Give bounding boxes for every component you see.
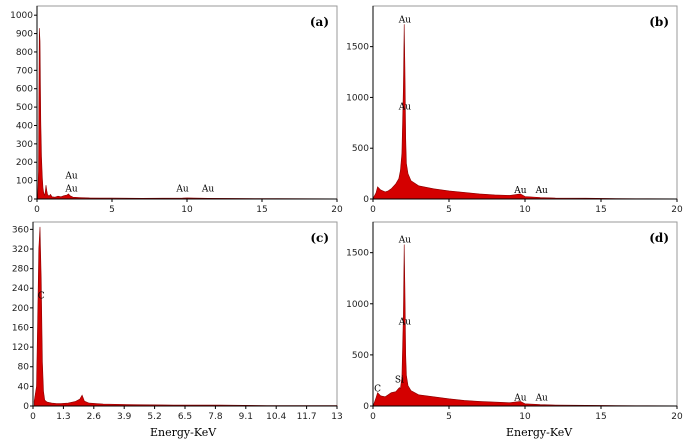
spectrum-chart-d: 0 5 10 15 20 0 500 1000 1500 Au Au C Si Au Au (d) — [346, 221, 683, 422]
x-tick-label: 6.5 — [178, 412, 192, 422]
peak-label: Au — [398, 103, 411, 113]
peak-label: Au — [513, 186, 526, 196]
x-tick-label: 10 — [519, 205, 531, 215]
y-tick-label: 1000 — [10, 11, 33, 21]
plot-frame — [32, 221, 338, 407]
spectrum-area — [37, 28, 338, 200]
y-tick-label: 0 — [363, 402, 369, 412]
x-tick-label: 15 — [595, 412, 606, 422]
y-tick-label: 320 — [12, 245, 29, 255]
y-tick-label: 80 — [18, 363, 30, 373]
y-tick-label: 0 — [23, 402, 29, 412]
spectrum-chart-b: 0 5 10 15 20 0 500 1000 1500 Au Au Au Au (b) — [346, 5, 683, 215]
y-tick-label: 800 — [16, 48, 33, 58]
y-tick-label: 100 — [16, 177, 33, 187]
peak-label: Au — [398, 317, 411, 327]
x-tick-label: 10 — [181, 205, 193, 215]
peak-label: C — [38, 292, 45, 302]
x-tick-label: 5.2 — [147, 412, 161, 422]
panel-tag: (d) — [649, 231, 669, 245]
peak-label: Au — [201, 184, 214, 194]
x-tick-label: 10 — [519, 412, 531, 422]
spectrum-panel-d: 0 5 10 15 20 0 500 1000 1500 Au Au C Si Au Au (d) Energ… — [340, 218, 685, 443]
spectrum-area — [373, 24, 678, 200]
y-tick-label: 700 — [16, 66, 33, 76]
peak-label: Au — [398, 15, 411, 25]
plot-frame — [36, 5, 338, 200]
x-tick-label: 15 — [595, 205, 606, 215]
x-axis-label-c: Energy-KeV — [150, 426, 217, 439]
x-tick-label: 11.7 — [297, 412, 317, 422]
y-tick-label: 200 — [12, 304, 29, 314]
x-tick-label: 20 — [331, 205, 343, 215]
plot-frame — [372, 221, 678, 407]
spectrum-area — [33, 226, 338, 407]
y-tick-label: 240 — [12, 284, 29, 294]
y-tick-label: 1000 — [346, 300, 369, 310]
x-tick-label: 20 — [671, 205, 683, 215]
panel-tag: (a) — [310, 15, 329, 29]
peak-label: Au — [64, 184, 77, 194]
peak-label: Au — [64, 172, 77, 182]
y-tick-label: 0 — [363, 195, 369, 205]
y-tick-label: 1500 — [346, 249, 369, 259]
x-tick-label: 7.8 — [208, 412, 223, 422]
x-tick-label: 0 — [30, 412, 36, 422]
x-tick-label: 3.9 — [117, 412, 132, 422]
x-tick-label: 10.4 — [266, 412, 286, 422]
peak-label: Si — [395, 376, 404, 386]
y-tick-label: 500 — [352, 144, 369, 154]
y-tick-label: 600 — [16, 85, 33, 95]
y-tick-label: 900 — [16, 30, 33, 40]
y-tick-label: 1000 — [346, 93, 369, 103]
y-tick-label: 200 — [16, 158, 33, 168]
x-tick-label: 5 — [109, 205, 115, 215]
x-tick-label: 15 — [256, 205, 267, 215]
peak-label: Au — [398, 235, 411, 245]
y-tick-label: 0 — [27, 195, 33, 205]
x-tick-label: 5 — [446, 205, 452, 215]
x-tick-label: 2.6 — [87, 412, 102, 422]
x-tick-label: 9.1 — [239, 412, 253, 422]
spectrum-panel-b: 0 5 10 15 20 0 500 1000 1500 Au Au Au Au (b) — [340, 0, 685, 218]
y-tick-label: 160 — [12, 323, 29, 333]
y-tick-label: 120 — [12, 343, 29, 353]
peak-label: C — [374, 385, 381, 395]
spectrum-area — [373, 244, 678, 407]
peak-label: Au — [513, 393, 526, 403]
panel-tag: (b) — [649, 15, 669, 29]
x-tick-label: 1.3 — [56, 412, 70, 422]
y-tick-label: 400 — [16, 121, 33, 131]
plot-frame — [372, 5, 678, 200]
x-tick-label: 20 — [671, 412, 683, 422]
spectrum-chart-a: 0 5 10 15 2001002003004005006007008009001000… — [10, 5, 343, 215]
x-axis-label-d: Energy-KeV — [506, 426, 573, 439]
peak-label: Au — [175, 184, 188, 194]
x-tick-label: 0 — [34, 205, 40, 215]
peak-label: Au — [535, 186, 548, 196]
x-tick-label: 5 — [446, 412, 452, 422]
y-tick-label: 1500 — [346, 43, 369, 53]
y-tick-label: 360 — [12, 225, 29, 235]
x-tick-label: 0 — [370, 412, 376, 422]
panel-tag: (c) — [310, 231, 329, 245]
y-tick-label: 500 — [352, 351, 369, 361]
x-tick-label: 13 — [331, 412, 342, 422]
spectrum-panel-c: 0 1.3 2.6 3.9 5.2 6.5 7.8 9.1 10.4 11.7 13 0 40 80 120… — [0, 218, 345, 443]
y-tick-label: 300 — [16, 140, 33, 150]
y-tick-label: 40 — [18, 382, 30, 392]
y-tick-label: 280 — [12, 265, 29, 275]
spectrum-panel-a: 0 5 10 15 20 0 100 200 300 400 500 600 700 800 900 1000… — [0, 0, 345, 218]
x-tick-label: 0 — [370, 205, 376, 215]
y-tick-label: 500 — [16, 103, 33, 113]
spectrum-chart-c: 0 1.3 2.6 3.9 5.2 6.5 7.8 9.1 10.4 11.7 13 0 40 80 120… — [12, 221, 343, 422]
peak-label: Au — [535, 393, 548, 403]
